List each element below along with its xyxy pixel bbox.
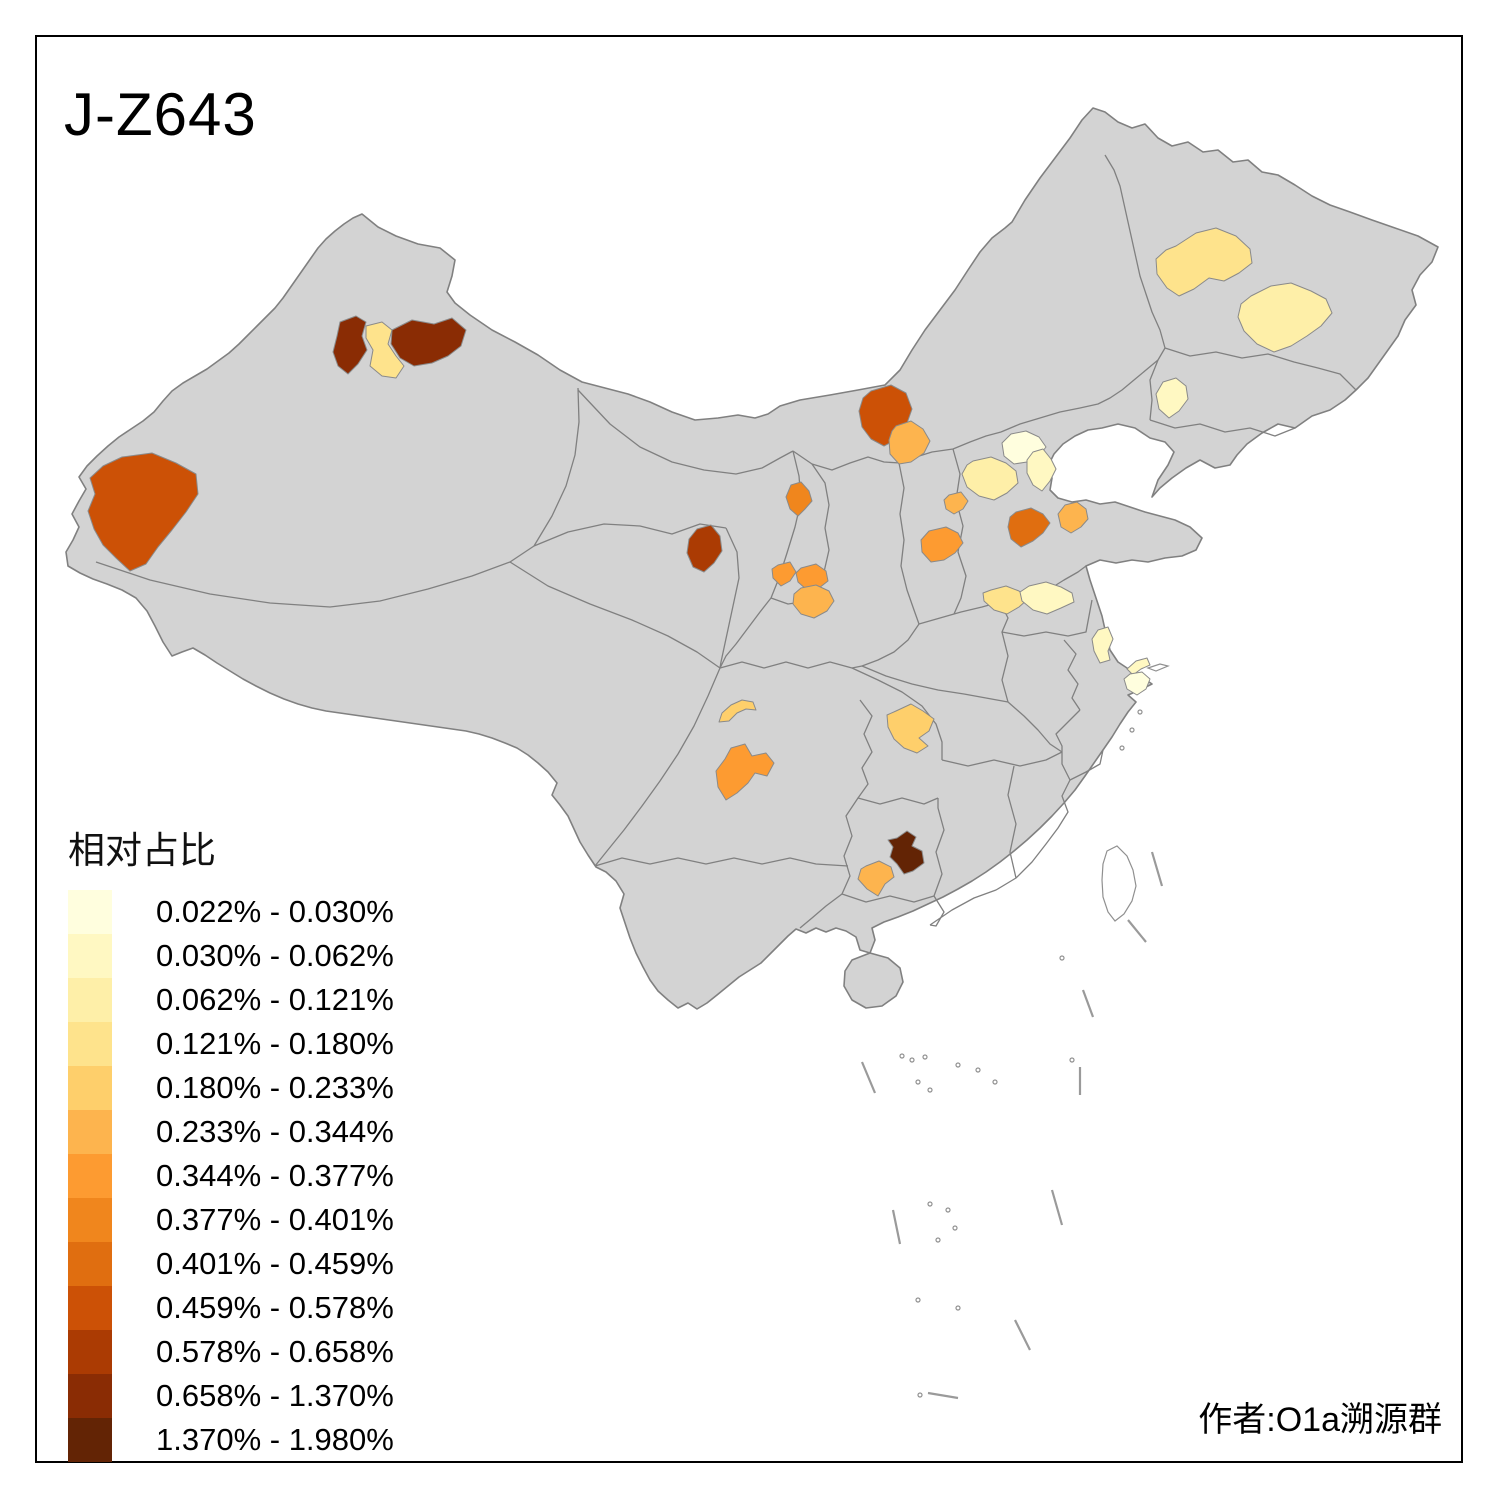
legend-swatch — [68, 934, 112, 978]
legend-swatch — [68, 890, 112, 934]
scs-islet — [975, 1067, 981, 1073]
region-mianyang — [718, 699, 757, 723]
scs-islet — [992, 1079, 998, 1085]
legend-swatch — [68, 1022, 112, 1066]
region-yibin — [715, 743, 775, 801]
legend-label: 0.030% - 0.062% — [156, 938, 394, 973]
legend-row: 1.370% - 1.980% — [68, 1418, 394, 1462]
legend-row: 0.459% - 0.578% — [68, 1286, 394, 1330]
region-tacheng — [332, 315, 368, 375]
legend-swatch — [68, 978, 112, 1022]
scs-islet — [927, 1201, 933, 1207]
choropleth-regions — [87, 227, 1333, 897]
scs-islet — [899, 1053, 905, 1059]
page-title: J-Z643 — [64, 81, 257, 148]
scs-islet — [935, 1237, 941, 1243]
legend-swatch — [68, 1418, 112, 1462]
legend-label: 0.022% - 0.030% — [156, 894, 394, 929]
legend-label: 0.062% - 0.121% — [156, 982, 394, 1017]
legend-swatch — [68, 1066, 112, 1110]
legend-row: 0.377% - 0.401% — [68, 1198, 394, 1242]
scs-islet — [1059, 955, 1065, 961]
legend-swatch — [68, 1198, 112, 1242]
region-baoding — [961, 456, 1019, 501]
region-jinan — [1007, 507, 1051, 548]
region-linfen — [920, 526, 964, 563]
legend: 相对占比 0.022% - 0.030% 0.030% - 0.062% 0.0… — [68, 820, 394, 1462]
legend-row: 0.121% - 0.180% — [68, 1022, 394, 1066]
region-taiyuan — [943, 491, 969, 515]
legend-swatch — [68, 1154, 112, 1198]
region-qiandongnan — [887, 830, 925, 875]
legend-swatch — [68, 1286, 112, 1330]
legend-label: 0.578% - 0.658% — [156, 1334, 394, 1369]
legend-title: 相对占比 — [68, 830, 216, 871]
scs-islet — [917, 1392, 923, 1398]
scs-islet — [945, 1207, 951, 1213]
scs-islet — [927, 1087, 933, 1093]
legend-swatch — [68, 1110, 112, 1154]
region-jining — [1019, 581, 1075, 615]
region-songyuan — [1155, 377, 1189, 419]
legend-row: 0.658% - 1.370% — [68, 1374, 394, 1418]
scs-islet — [915, 1297, 921, 1303]
hainan-island — [843, 952, 904, 1009]
legend-row: 0.062% - 0.121% — [68, 978, 394, 1022]
legend-row: 0.180% - 0.233% — [68, 1066, 394, 1110]
region-kashgar — [87, 452, 199, 572]
region-shanghai — [1123, 671, 1151, 696]
region-weifang — [1057, 501, 1089, 534]
region-guyuan — [771, 561, 797, 587]
nine-dash-line — [860, 851, 1164, 1400]
legend-label: 0.180% - 0.233% — [156, 1070, 394, 1105]
region-harbin — [1237, 282, 1333, 353]
legend-row: 0.233% - 0.344% — [68, 1110, 394, 1154]
legend-label: 1.370% - 1.980% — [156, 1422, 394, 1457]
author-credit: 作者:O1a溯源群 — [1198, 1401, 1442, 1439]
region-chongqing — [886, 703, 935, 754]
region-tianjin — [1026, 448, 1057, 492]
legend-row: 0.022% - 0.030% — [68, 890, 394, 934]
scs-islet — [955, 1305, 961, 1311]
region-heze — [982, 585, 1029, 615]
legend-swatch — [68, 1330, 112, 1374]
legend-row: 0.401% - 0.459% — [68, 1242, 394, 1286]
scs-islet — [909, 1057, 915, 1063]
plot-border — [35, 35, 1463, 1463]
coastal-islet — [1119, 745, 1125, 751]
legend-row: 0.578% - 0.658% — [68, 1330, 394, 1374]
legend-label: 0.377% - 0.401% — [156, 1202, 394, 1237]
legend-label: 0.401% - 0.459% — [156, 1246, 394, 1281]
region-qiannan — [857, 860, 895, 897]
scs-islet — [915, 1079, 921, 1085]
chongming-island — [1146, 663, 1170, 672]
coastal-islet — [1129, 727, 1135, 733]
legend-swatch — [68, 1242, 112, 1286]
region-pingliang — [792, 584, 835, 619]
scs-islet — [1069, 1057, 1075, 1063]
legend-label: 0.344% - 0.377% — [156, 1158, 394, 1193]
legend-swatch — [68, 1374, 112, 1418]
legend-label: 0.658% - 1.370% — [156, 1378, 394, 1413]
taiwan-island — [1101, 845, 1137, 922]
scs-islet — [955, 1062, 961, 1068]
coastal-islet — [1137, 709, 1143, 715]
scs-islet — [952, 1225, 958, 1231]
region-xining — [686, 524, 723, 573]
region-altay — [390, 317, 467, 367]
region-yili — [365, 321, 405, 379]
legend-row: 0.344% - 0.377% — [68, 1154, 394, 1198]
region-baotou — [888, 420, 931, 465]
legend-label: 0.121% - 0.180% — [156, 1026, 394, 1061]
legend-label: 0.459% - 0.578% — [156, 1290, 394, 1325]
islands — [843, 663, 1170, 1398]
legend-label: 0.233% - 0.344% — [156, 1114, 394, 1149]
legend-row: 0.030% - 0.062% — [68, 934, 394, 978]
region-qiqihar — [1155, 227, 1253, 297]
scs-islet — [922, 1054, 928, 1060]
region-yangzhou — [1091, 626, 1114, 664]
region-yinchuan — [785, 481, 813, 517]
